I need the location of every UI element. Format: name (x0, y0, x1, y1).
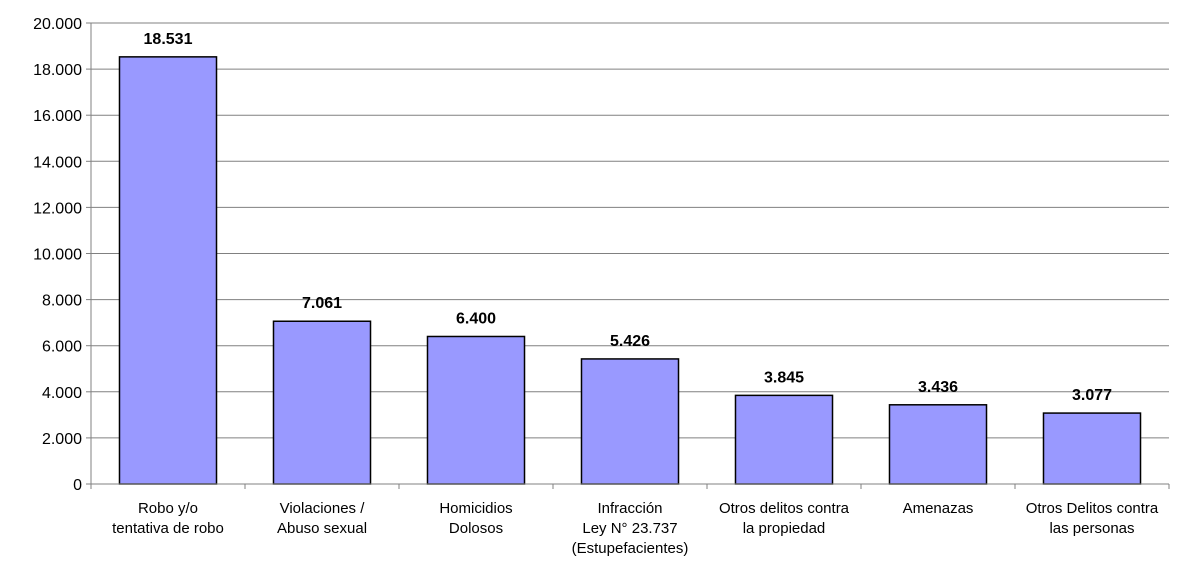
bars (118, 56, 1142, 485)
category-label-line: Amenazas (903, 500, 974, 517)
x-axis-category-labels: Robo y/o tentativa de robo Violaciones / Ab… (112, 500, 1159, 557)
category-label: Infracción Ley N° 23.737 (Estupefacientes) (572, 500, 689, 557)
axes (86, 22, 1170, 489)
bar (580, 358, 680, 485)
category-label-line: Infracción (597, 500, 662, 517)
category-label: Amenazas (903, 500, 974, 517)
gridlines (91, 22, 1169, 439)
category-label: Violaciones / Abuso sexual (277, 500, 367, 537)
category-label: Otros Delitos contra las personas (1026, 500, 1159, 537)
category-label-line: Homicidios (439, 500, 512, 517)
bar (272, 320, 372, 485)
category-label-line: las personas (1049, 520, 1134, 537)
category-label-line: (Estupefacientes) (572, 540, 689, 557)
y-tick-label: 14.000 (33, 154, 82, 171)
y-tick-label: 20.000 (33, 16, 82, 33)
data-labels: 18.531 7.061 6.400 5.426 3.845 3.436 3.077 (144, 31, 1113, 404)
data-label: 18.531 (144, 31, 193, 48)
data-label: 3.845 (764, 369, 804, 386)
y-axis-tick-labels: 0 2.000 4.000 6.000 8.000 10.000 12.000 14.000 1… (33, 16, 82, 494)
bar (426, 335, 526, 485)
data-label: 5.426 (610, 333, 650, 350)
category-label: Homicidios Dolosos (439, 500, 512, 537)
y-tick-label: 4.000 (42, 385, 82, 402)
category-label-line: Robo y/o (138, 500, 198, 517)
category-label: Otros delitos contra la propiedad (719, 500, 850, 537)
y-tick-label: 8.000 (42, 293, 82, 310)
bar (734, 394, 834, 485)
bar (1042, 412, 1142, 485)
data-label: 3.436 (918, 379, 958, 396)
category-label-line: Violaciones / (280, 500, 366, 517)
bar (888, 404, 988, 485)
category-label-line: Otros Delitos contra (1026, 500, 1159, 517)
data-label: 7.061 (302, 295, 342, 312)
category-label-line: la propiedad (743, 520, 826, 537)
data-label: 3.077 (1072, 387, 1112, 404)
y-tick-label: 2.000 (42, 431, 82, 448)
category-label-line: Otros delitos contra (719, 500, 850, 517)
y-tick-label: 10.000 (33, 247, 82, 264)
category-label-line: Dolosos (449, 520, 503, 537)
category-label: Robo y/o tentativa de robo (112, 500, 224, 537)
data-label: 6.400 (456, 310, 496, 327)
category-label-line: Abuso sexual (277, 520, 367, 537)
category-label-line: Ley N° 23.737 (582, 520, 677, 537)
y-tick-label: 18.000 (33, 62, 82, 79)
y-tick-label: 0 (73, 477, 82, 494)
y-tick-label: 16.000 (33, 108, 82, 125)
y-tick-label: 6.000 (42, 339, 82, 356)
category-label-line: tentativa de robo (112, 520, 224, 537)
y-tick-label: 12.000 (33, 200, 82, 217)
bar (118, 56, 218, 485)
